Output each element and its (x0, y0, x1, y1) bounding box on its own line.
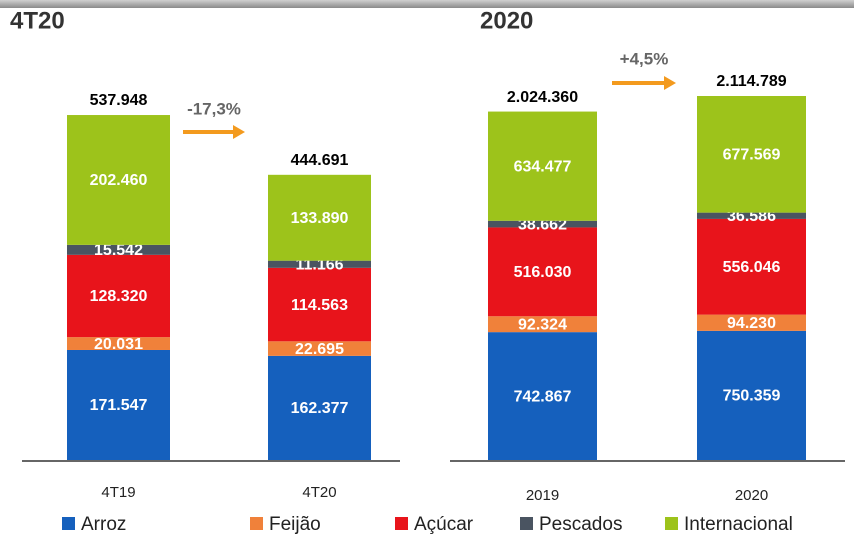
bar-segment (67, 349, 170, 460)
legend-swatch (395, 517, 408, 530)
value-label: 133.890 (291, 210, 349, 227)
bar-segment (268, 174, 371, 261)
bar-segment (697, 218, 806, 315)
category-label: 4T20 (302, 484, 336, 501)
bar-segment (488, 220, 597, 228)
value-label: 516.030 (514, 264, 572, 281)
growth-annotation: +4,5% (620, 49, 669, 68)
arrow-head (233, 125, 245, 139)
bar-segment (268, 355, 371, 460)
legend-label: Açúcar (414, 514, 474, 535)
arrow-head (664, 76, 676, 90)
legend-swatch (250, 517, 263, 530)
legend-label: Pescados (539, 514, 622, 535)
value-label: 11.166 (295, 256, 343, 273)
bar-segment (268, 341, 371, 356)
legend-label: Feijão (269, 514, 321, 535)
growth-annotation: -17,3% (187, 99, 241, 118)
value-label: 20.031 (94, 336, 143, 353)
value-label: 750.359 (723, 388, 781, 405)
value-label: 128.320 (90, 288, 148, 305)
legend-swatch (665, 517, 678, 530)
value-label: 171.547 (90, 397, 148, 414)
bar-segment (697, 95, 806, 213)
category-label: 4T19 (101, 484, 135, 501)
total-label: 2.024.360 (507, 89, 578, 106)
legend-label: Internacional (684, 514, 793, 535)
value-label: 22.695 (295, 341, 344, 358)
value-label: 92.324 (518, 316, 567, 333)
bar-segment (488, 332, 597, 460)
bar-segment (488, 227, 597, 317)
legend-swatch (62, 517, 75, 530)
bar-segment (67, 337, 170, 350)
value-label: 15.542 (94, 242, 143, 259)
category-label: 2020 (735, 487, 768, 504)
top-band (0, 0, 854, 8)
value-label: 634.477 (514, 158, 572, 175)
category-label: 2019 (526, 487, 559, 504)
bar-segment (488, 111, 597, 221)
value-label: 742.867 (514, 388, 572, 405)
legend-swatch (520, 517, 533, 530)
value-label: 162.377 (291, 400, 349, 417)
legend-label: Arroz (81, 514, 126, 535)
chart-title: 4T20 (10, 7, 65, 34)
bar-segment (268, 267, 371, 342)
bar-segment (268, 260, 371, 268)
value-label: 94.230 (727, 315, 776, 332)
chart-title: 2020 (480, 7, 533, 34)
total-label: 537.948 (90, 92, 148, 109)
bar-segment (67, 244, 170, 255)
value-label: 556.046 (723, 259, 781, 276)
total-label: 2.114.789 (716, 73, 786, 90)
bar-segment (697, 314, 806, 331)
value-label: 677.569 (723, 147, 781, 164)
bar-segment (697, 330, 806, 460)
total-label: 444.691 (291, 152, 349, 169)
bar-segment (67, 254, 170, 338)
bar-segment (697, 212, 806, 219)
value-label: 202.460 (90, 172, 148, 189)
value-label: 114.563 (291, 297, 348, 314)
bar-segment (488, 316, 597, 333)
bar-segment (67, 115, 170, 245)
